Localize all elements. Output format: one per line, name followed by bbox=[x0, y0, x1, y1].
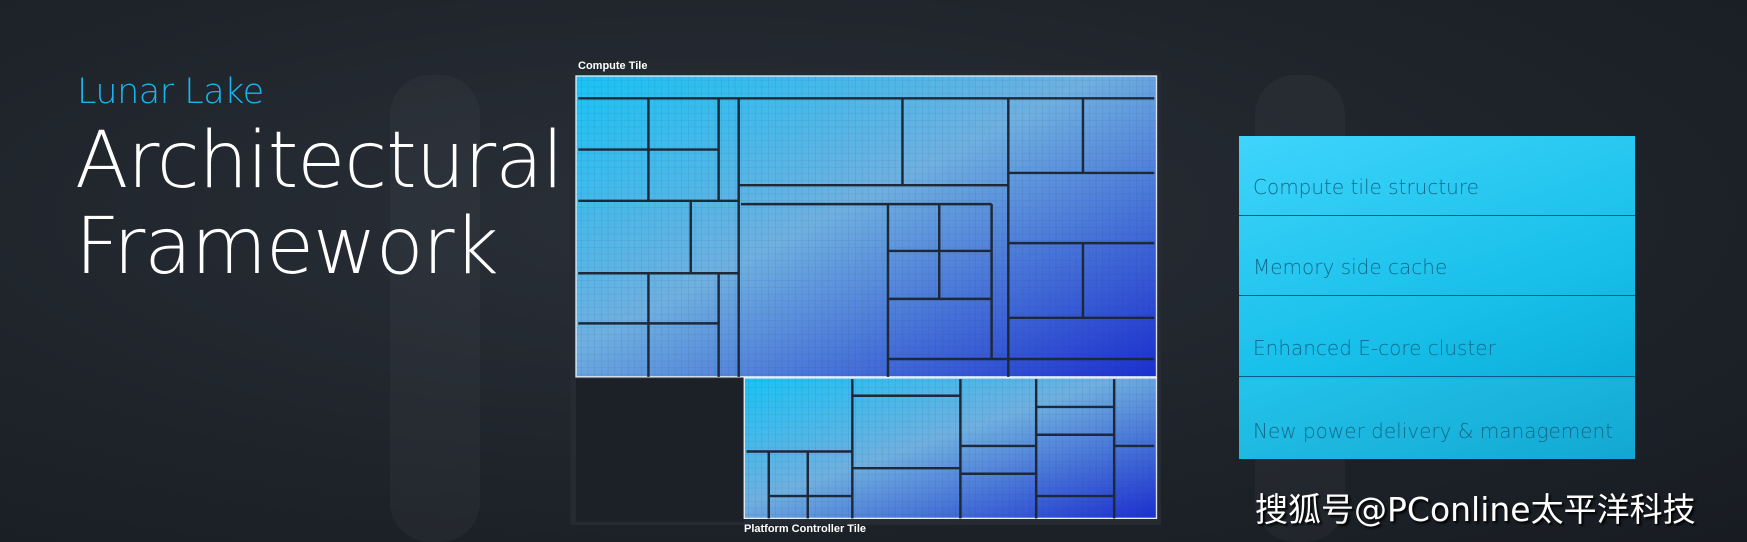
feature-item: Memory side cache bbox=[1239, 216, 1635, 296]
block-outlines bbox=[578, 97, 1155, 519]
feature-item: Compute tile structure bbox=[1239, 136, 1635, 216]
platform-tile-label: Platform Controller Tile bbox=[744, 523, 867, 535]
compute-tile-label: Compute Tile bbox=[578, 60, 648, 72]
title-line-2: Framework bbox=[75, 202, 499, 292]
watermark: 搜狐号@PConline太平洋科技 bbox=[1255, 490, 1696, 529]
platform-controller-tile bbox=[743, 377, 1158, 520]
compute-tile bbox=[575, 75, 1158, 378]
feature-panel: Compute tile structure Memory side cache… bbox=[1239, 136, 1635, 459]
title-line-1: Architectural bbox=[75, 116, 564, 206]
page-title: Architectural Framework bbox=[75, 116, 564, 292]
feature-item: Enhanced E-core cluster bbox=[1239, 297, 1635, 377]
feature-item: New power delivery & management bbox=[1239, 379, 1635, 459]
empty-area bbox=[576, 379, 745, 522]
brand-label: Lunar Lake bbox=[77, 72, 264, 112]
